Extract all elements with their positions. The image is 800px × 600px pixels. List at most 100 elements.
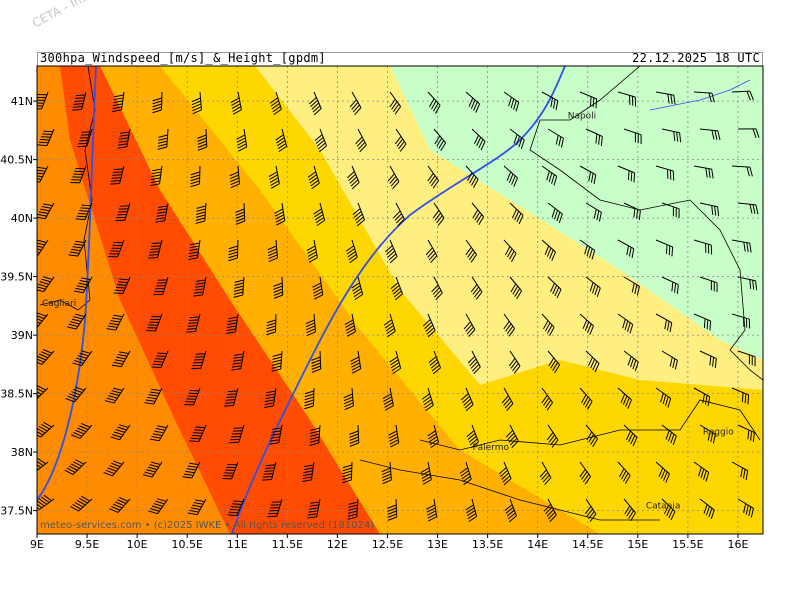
wind-barb <box>106 313 125 331</box>
wind-barb <box>388 424 400 448</box>
wind-barb <box>307 165 320 190</box>
wind-barb <box>342 461 353 484</box>
wind-barb <box>422 313 436 338</box>
wind-barb <box>349 424 360 447</box>
wind-barb <box>144 387 163 405</box>
wind-barb <box>231 350 245 371</box>
wind-barb <box>110 165 125 185</box>
wind-barb <box>541 165 558 186</box>
wind-barb <box>655 461 670 483</box>
wind-barb <box>195 202 207 224</box>
wind-barb <box>306 239 318 263</box>
wind-barb <box>148 498 169 515</box>
wind-barb <box>197 128 208 151</box>
wind-barb <box>227 498 245 517</box>
wind-barb <box>275 128 288 153</box>
wind-barb <box>267 498 283 518</box>
wind-barb <box>503 91 520 112</box>
wind-barb <box>623 276 640 296</box>
height-contour-line <box>37 66 97 501</box>
wind-barb <box>37 349 55 365</box>
wind-barb <box>151 350 169 369</box>
wind-barb <box>543 498 557 523</box>
wind-barb <box>110 424 131 441</box>
wind-barb <box>655 165 675 181</box>
wind-barb <box>465 91 480 113</box>
wind-barb <box>153 276 169 296</box>
wind-barb <box>150 165 163 187</box>
wind-barb <box>66 313 87 330</box>
lat-lon-grid <box>37 66 763 534</box>
city-label: Catania <box>646 501 681 511</box>
lon-tick-label: 13.5E <box>472 538 503 551</box>
wind-barb <box>585 350 600 373</box>
wind-barb <box>425 239 438 264</box>
wind-barb <box>113 276 131 295</box>
wind-barb <box>699 424 716 444</box>
wind-barb <box>37 494 55 510</box>
city-labels: Napoli Cagliari Palermo Reggio Catania <box>42 112 734 512</box>
wind-barb <box>64 459 87 476</box>
wind-barb <box>737 128 760 139</box>
lon-tick-label: 11E <box>227 538 248 551</box>
wind-barb <box>108 239 125 258</box>
lon-tick-label: 10.5E <box>171 538 202 551</box>
wind-barb <box>504 498 517 523</box>
wind-barb <box>351 276 364 301</box>
wind-barb <box>382 387 394 411</box>
wind-barb <box>509 276 523 300</box>
wind-barb <box>71 423 93 439</box>
longitude-labels: 9E 9.5E 10E 10.5E 11E 11.5E 12E 12.5E 13E 13.5E 14… <box>30 534 748 551</box>
lon-tick-label: 14E <box>527 538 548 551</box>
lat-tick-label: 40N <box>11 212 33 225</box>
wind-barb <box>182 461 201 479</box>
wind-barb <box>579 461 591 485</box>
wind-barb <box>383 313 396 338</box>
wind-barb <box>737 498 754 518</box>
lat-tick-label: 39.5N <box>0 271 33 284</box>
wind-barb <box>228 239 239 262</box>
wind-barb <box>73 276 93 294</box>
wind-barb <box>731 90 754 101</box>
wind-barb <box>539 461 552 486</box>
wind-barb <box>189 424 207 443</box>
wind-barb <box>501 387 514 412</box>
wind-barb <box>693 91 715 103</box>
wind-barb <box>655 313 673 333</box>
wind-barb <box>381 461 392 485</box>
wind-barb <box>731 165 753 177</box>
wind-barb <box>267 239 278 263</box>
wind-barb <box>115 202 131 222</box>
wind-barb <box>387 165 400 190</box>
wind-barb <box>148 239 163 259</box>
wind-barb <box>350 350 362 374</box>
wind-barb <box>75 202 93 221</box>
wind-barb <box>737 202 759 215</box>
wind-barb <box>541 387 553 411</box>
wind-barb <box>731 387 750 405</box>
city-label: Napoli <box>568 112 596 122</box>
wind-barb <box>68 239 87 257</box>
wind-barb <box>264 387 277 409</box>
wind-barb <box>503 239 517 262</box>
city-label: Cagliari <box>42 299 76 309</box>
wind-barb <box>693 387 711 407</box>
wind-barb <box>432 202 445 226</box>
wind-barb <box>389 91 402 115</box>
wind-barb <box>693 313 712 331</box>
lon-tick-label: 11.5E <box>272 538 303 551</box>
wind-barb <box>547 128 564 148</box>
wind-barb <box>623 498 637 522</box>
wind-barb <box>186 313 201 333</box>
lon-tick-label: 12.5E <box>372 538 403 551</box>
lon-tick-label: 14.5E <box>572 538 603 551</box>
wind-barb <box>427 424 440 449</box>
wind-barb <box>188 239 201 261</box>
wind-barb <box>233 276 245 298</box>
lat-tick-label: 37.5N <box>0 505 33 518</box>
wind-barb <box>269 91 282 116</box>
wind-barb <box>421 387 434 412</box>
lon-tick-label: 10E <box>127 538 148 551</box>
wind-barb <box>190 165 201 188</box>
lat-tick-label: 38.5N <box>0 388 33 401</box>
